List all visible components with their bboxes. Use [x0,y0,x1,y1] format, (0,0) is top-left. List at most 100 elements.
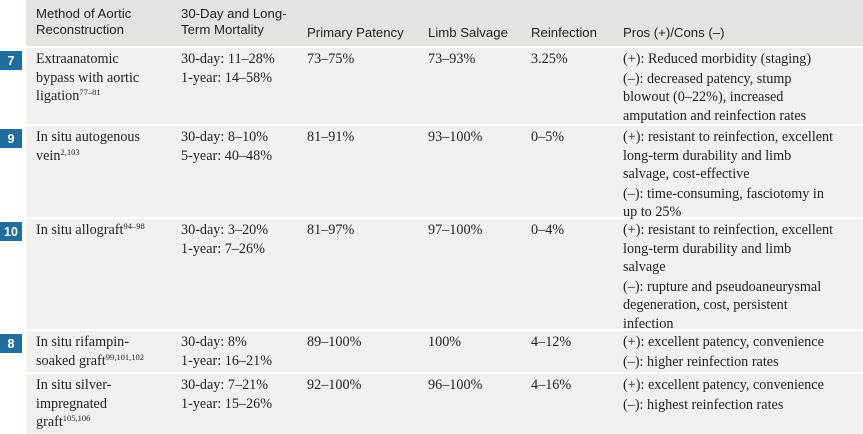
pros-cons-cell: (+): excellent patency, convenience (–): … [623,333,858,371]
patency-cell: 81–91% [307,128,354,147]
mortality-line: 5-year: 40–48% [181,147,301,166]
cons-text: (–): highest reinfection rates [623,396,858,415]
method-text: graft [36,414,63,430]
header-limb-salvage: Limb Salvage [428,0,528,46]
method-line: In situ allograft94–98 [36,221,176,240]
pros-text: (+): resistant to reinfection, excellent… [623,128,858,184]
pros-line: salvage [623,258,858,277]
reinfection-cell: 4–12% [531,333,571,352]
pros-line: salvage, cost-effective [623,165,858,184]
mortality-cell: 30-day: 11–28% 1-year: 14–58% [181,50,301,87]
mortality-cell: 30-day: 8–10% 5-year: 40–48% [181,128,301,165]
reinfection-cell: 0–5% [531,128,564,147]
limb-salvage-cell: 100% [428,333,461,352]
chapter-badge: 9 [0,129,22,148]
method-line: Extraanatomic [36,50,176,69]
cons-line: (–): decreased patency, stump [623,70,858,89]
reinfection-cell: 3.25% [531,50,568,69]
mortality-cell: 30-day: 8% 1-year: 16–21% [181,333,301,370]
limb-salvage-cell: 96–100% [428,376,482,395]
header-method-line: Method of Aortic [36,6,131,22]
header-mortality-line: Term Mortality [181,22,287,38]
method-line: vein2,103 [36,147,176,166]
cons-text: (–): decreased patency, stump blowout (0–… [623,70,858,126]
mortality-cell: 30-day: 3–20% 1-year: 7–26% [181,221,301,258]
pros-text: (+): resistant to reinfection, excellent… [623,221,858,277]
header-pros-cons: Pros (+)/Cons (–) [623,0,853,46]
chapter-badge: 7 [0,51,22,70]
reinfection-cell: 4–16% [531,376,571,395]
pros-text: (+): excellent patency, convenience [623,376,858,395]
header-method: Method of Aortic Reconstruction [36,0,176,46]
header-method-line: Reconstruction [36,22,131,38]
mortality-line: 30-day: 11–28% [181,50,301,69]
method-cell: In situ rifampin-soaked graft99,101,102 [36,333,176,370]
header-mortality: 30-Day and Long- Term Mortality [181,0,301,46]
cons-line: (–): time-consuming, fasciotomy in [623,185,858,204]
pros-text: (+): Reduced morbidity (staging) [623,50,858,69]
chapter-badge: 8 [0,334,22,353]
method-cell: In situ silver-impregnated graft105,106 [36,376,176,432]
cons-line: amputation and reinfection rates [623,107,858,126]
mortality-line: 30-day: 7–21% [181,376,301,395]
mortality-line: 30-day: 8–10% [181,128,301,147]
reinfection-cell: 0–4% [531,221,564,240]
pros-line: (+): resistant to reinfection, excellent [623,221,858,240]
aortic-reconstruction-table: Method of Aortic Reconstruction 30-Day an… [0,0,863,434]
citation-ref: 77–81 [79,87,100,97]
patency-cell: 81–97% [307,221,354,240]
cons-line: degeneration, cost, persistent [623,296,858,315]
method-line: soaked graft99,101,102 [36,352,176,371]
mortality-line: 1-year: 14–58% [181,69,301,88]
pros-text: (+): excellent patency, convenience [623,333,858,352]
method-line: graft105,106 [36,413,176,432]
mortality-line: 30-day: 3–20% [181,221,301,240]
citation-ref: 105,106 [63,413,91,423]
method-text: ligation [36,88,79,104]
pros-cons-cell: (+): Reduced morbidity (staging) (–): dec… [623,50,858,125]
mortality-line: 1-year: 15–26% [181,395,301,414]
pros-line: (+): resistant to reinfection, excellent [623,128,858,147]
method-line: impregnated [36,395,176,414]
method-text: soaked graft [36,353,106,369]
pros-line: (+): excellent patency, convenience [623,376,858,395]
cons-line: (–): rupture and pseudoaneurysmal [623,278,858,297]
patency-cell: 92–100% [307,376,361,395]
method-line: In situ autogenous [36,128,176,147]
pros-cons-cell: (+): resistant to reinfection, excellent… [623,221,858,333]
cons-text: (–): rupture and pseudoaneurysmal degener… [623,278,858,334]
cons-line: (–): highest reinfection rates [623,396,858,415]
cons-text: (–): time-consuming, fasciotomy in up to … [623,185,858,222]
mortality-line: 1-year: 16–21% [181,352,301,371]
mortality-line: 1-year: 7–26% [181,240,301,259]
pros-line: long-term durability and limb [623,240,858,259]
pros-cons-cell: (+): excellent patency, convenience (–): … [623,376,858,414]
method-cell: In situ allograft94–98 [36,221,176,240]
pros-line: long-term durability and limb [623,147,858,166]
method-text: In situ allograft [36,222,123,238]
limb-salvage-cell: 93–100% [428,128,482,147]
patency-cell: 89–100% [307,333,361,352]
chapter-badge: 10 [0,222,22,241]
method-line: In situ silver- [36,376,176,395]
header-reinfection: Reinfection [531,0,616,46]
citation-ref: 94–98 [123,221,144,231]
mortality-line: 30-day: 8% [181,333,301,352]
pros-line: (+): Reduced morbidity (staging) [623,50,858,69]
header-patency: Primary Patency [307,0,422,46]
method-line: bypass with aortic [36,69,176,88]
cons-line: (–): higher reinfection rates [623,353,858,372]
pros-cons-cell: (+): resistant to reinfection, excellent… [623,128,858,222]
limb-salvage-cell: 73–93% [428,50,475,69]
method-cell: In situ autogenous vein2,103 [36,128,176,165]
limb-salvage-cell: 97–100% [428,221,482,240]
patency-cell: 73–75% [307,50,354,69]
pros-line: (+): excellent patency, convenience [623,333,858,352]
cons-line: blowout (0–22%), increased [623,88,858,107]
mortality-cell: 30-day: 7–21% 1-year: 15–26% [181,376,301,413]
citation-ref: 2,103 [60,147,79,157]
method-line: ligation77–81 [36,87,176,106]
cons-text: (–): higher reinfection rates [623,353,858,372]
method-line: In situ rifampin- [36,333,176,352]
method-cell: Extraanatomic bypass with aortic ligation7… [36,50,176,106]
